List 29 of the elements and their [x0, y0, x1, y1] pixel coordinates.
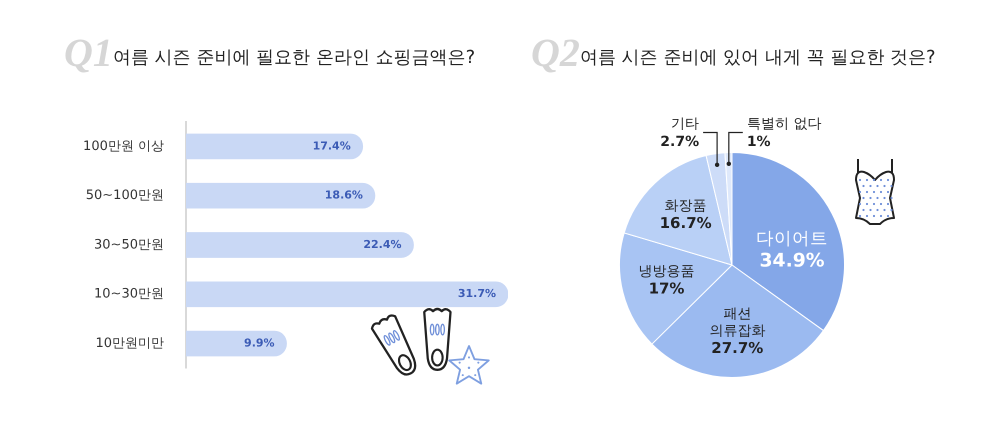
y-tick-label: 10~30만원	[94, 286, 164, 302]
bar	[186, 330, 287, 356]
chart-title: 여름 시즌 준비에 있어 내게 꼭 필요한 것은?	[580, 46, 936, 70]
bar	[186, 134, 364, 160]
data-label: 17.4%	[312, 139, 351, 152]
data-label: 9.9%	[244, 336, 275, 350]
slice-label: 다이어트	[756, 228, 828, 249]
slice-label: 화장품	[664, 198, 707, 214]
slice-label: 냉방용품	[638, 264, 695, 280]
bar	[186, 232, 414, 258]
data-label: 27.7%	[711, 338, 764, 357]
data-label: 2.7%	[660, 134, 700, 150]
data-label: 31.7%	[458, 287, 496, 300]
bar	[186, 182, 376, 209]
slice-label: 패션 의류잡화	[709, 306, 766, 339]
y-tick-label: 30~50만원	[94, 237, 164, 252]
chart-title: 여름 시즌 준비에 필요한 온라인 쇼핑금액은?	[113, 46, 476, 70]
y-tick-label: 50~100만원	[86, 188, 164, 204]
slice-label: 기타	[671, 116, 700, 132]
slice-label: 특별히 없다	[746, 116, 822, 132]
data-label: 18.6%	[324, 188, 363, 202]
data-label: 34.9%	[760, 250, 825, 272]
data-label: 22.4%	[363, 238, 402, 251]
bar	[186, 281, 508, 308]
y-tick-label: 10만원미만	[95, 336, 164, 351]
data-label: 16.7%	[660, 214, 712, 232]
y-tick-label: 100만원 이상	[83, 138, 164, 154]
data-label: 17%	[648, 280, 684, 298]
data-label: 1%	[746, 134, 771, 150]
